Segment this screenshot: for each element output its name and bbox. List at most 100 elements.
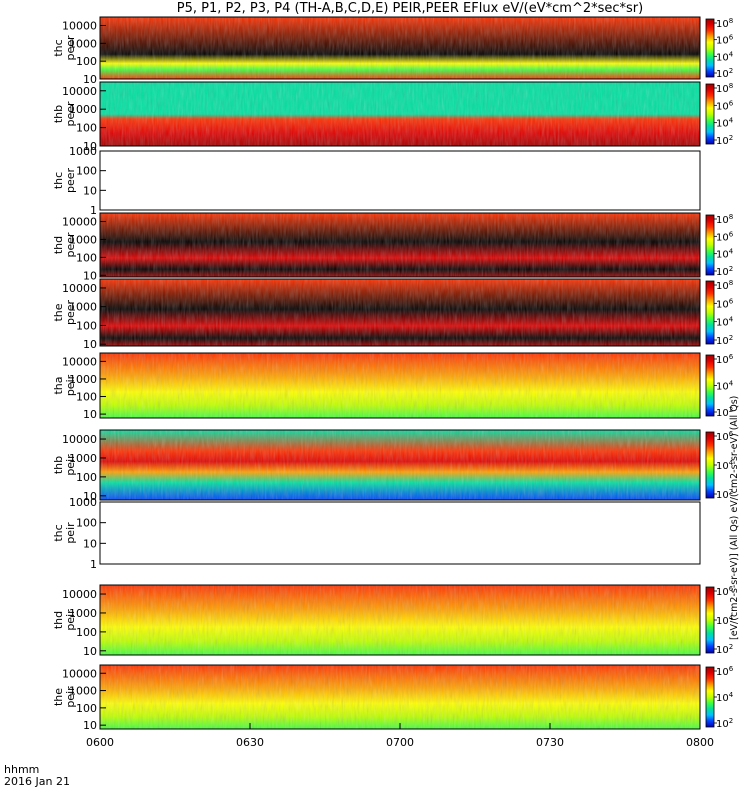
colorbar-tick-label: 104 — [716, 380, 734, 393]
panel-label: the peir — [52, 686, 77, 708]
panel-frame — [99, 212, 701, 278]
colorbar-tick-label: 108 — [716, 279, 733, 292]
svg-text:peer: peer — [64, 35, 77, 61]
panel-label: thc peir — [52, 522, 77, 544]
spectrogram-texture — [100, 279, 700, 346]
y-tick-label: 10000 — [62, 433, 97, 446]
y-tick-label: 1000 — [69, 452, 97, 465]
panel-label: thc peer — [52, 168, 77, 194]
y-tick-label: 1000 — [69, 685, 97, 698]
spectrogram-texture — [100, 82, 700, 146]
colorbar-tick-label: 106 — [716, 99, 734, 112]
y-tick-label: 100 — [76, 702, 97, 715]
panel-label: thb peer — [52, 101, 77, 127]
x-axis-header: hhmm 2016 Jan 21 — [4, 764, 70, 788]
panel-thc-peer: 102 104 106 108 10 100 1000 10000 thc peer — [52, 16, 734, 86]
y-tick-label: 100 — [76, 471, 97, 484]
colorbar: 102 104 106 108 — [705, 17, 734, 80]
panel-frame — [99, 16, 701, 80]
colorbar-tick-label: 104 — [716, 248, 734, 261]
colorbar-tick-label: 106 — [716, 34, 734, 47]
y-tick-label: 1 — [90, 558, 97, 571]
svg-text:thc: thc — [52, 39, 65, 56]
y-tick-label: 100 — [76, 517, 97, 530]
y-tick-label: 10 — [83, 408, 97, 421]
panel-the-peer: 102 104 106 108 10 100 1000 10000 the peer — [52, 278, 734, 351]
svg-text:peir: peir — [64, 686, 77, 708]
y-tick-label: 10 — [83, 537, 97, 550]
x-tick-label: 0800 — [686, 736, 714, 749]
x-tick-label: 0700 — [386, 736, 414, 749]
panel-frame — [99, 352, 701, 419]
colorbar-tick-label: 106 — [716, 297, 734, 310]
panel-label: tha peir — [52, 374, 77, 396]
svg-text:peir: peir — [64, 374, 77, 396]
svg-text:peir: peir — [64, 609, 77, 631]
colorbar: 102 104 106 108 — [705, 213, 734, 278]
y-tick-label: 10000 — [62, 20, 97, 33]
colorbar-tick-label: 102 — [716, 265, 733, 278]
svg-text:peer: peer — [64, 300, 77, 326]
panel-label: thd peir — [52, 609, 77, 631]
colorbar-tick-label: 104 — [716, 691, 734, 704]
y-tick-label: 10 — [83, 184, 97, 197]
y-tick-label: 10 — [83, 73, 97, 86]
svg-text:peir: peir — [64, 454, 77, 476]
colorbar-tick-label: 104 — [716, 117, 734, 130]
colorbar: 102 104 106 108 — [705, 279, 734, 347]
svg-text:thc: thc — [52, 172, 65, 189]
spectrogram-texture — [100, 585, 700, 655]
y-tick-label: 100 — [76, 122, 97, 135]
y-tick-label: 10000 — [62, 282, 97, 295]
y-tick-label: 10000 — [62, 667, 97, 680]
y-tick-label: 10 — [83, 719, 97, 732]
panel-label: thb peir — [52, 454, 77, 476]
panel-thb-peer: 102 104 106 108 10 100 1000 10000 thb peer — [52, 81, 734, 153]
y-tick-label: 1000 — [69, 301, 97, 314]
x-axis-unit: hhmm — [4, 763, 40, 776]
y-tick-label: 100 — [76, 165, 97, 178]
y-tick-label: 10000 — [62, 355, 97, 368]
colorbar-tick-label: 104 — [716, 316, 734, 329]
y-tick-label: 1000 — [69, 103, 97, 116]
colorbar-tick-label: 108 — [716, 213, 733, 226]
y-tick-label: 1000 — [69, 373, 97, 386]
panel-frame — [99, 584, 701, 656]
svg-text:peer: peer — [64, 101, 77, 127]
y-tick-label: 10000 — [62, 588, 97, 601]
panel-frame — [99, 81, 701, 147]
y-tick-label: 10 — [83, 140, 97, 153]
colorbar-tick-label: 102 — [716, 717, 733, 730]
svg-text:tha: tha — [52, 376, 65, 394]
colorbar-tick-label: 104 — [716, 50, 734, 63]
colorbar-tick-label: 106 — [716, 353, 734, 366]
y-tick-label: 10000 — [62, 85, 97, 98]
svg-text:peer: peer — [64, 232, 77, 258]
colorbar: 102 104 106 108 — [705, 82, 734, 147]
svg-text:thc: thc — [52, 524, 65, 541]
colorbar-tick-label: 106 — [716, 230, 734, 243]
y-tick-label: 100 — [76, 391, 97, 404]
colorbar-tick-label: 106 — [716, 665, 734, 678]
spectrogram-texture — [100, 430, 700, 500]
colorbar-units-label: [eV/(cm2-s-sr-eV)] (All Qs) eV/(cm2-s-sr… — [729, 395, 740, 640]
y-tick-label: 1000 — [69, 145, 97, 158]
panel-thc-peer-2-: 1 10 100 1000 thc peer — [52, 145, 701, 217]
colorbar-tick-label: 102 — [716, 134, 733, 147]
y-tick-label: 100 — [76, 626, 97, 639]
spectrogram-texture — [100, 353, 700, 418]
colorbar-tick-label: 108 — [716, 17, 733, 30]
plot-title: P5, P1, P2, P3, P4 (TH-A,B,C,D,E) PEIR,P… — [176, 1, 644, 16]
colorbar: 102 104 106 — [705, 665, 734, 730]
svg-text:peir: peir — [64, 522, 77, 544]
y-tick-label: 1000 — [69, 607, 97, 620]
y-tick-label: 10 — [83, 645, 97, 658]
colorbar-tick-label: 108 — [716, 82, 733, 95]
y-tick-label: 10 — [83, 338, 97, 351]
panel-thd-peer: 102 104 106 108 10 100 1000 10000 thd peer — [52, 212, 734, 282]
y-tick-label: 10 — [83, 490, 97, 503]
svg-text:thb: thb — [52, 456, 65, 474]
